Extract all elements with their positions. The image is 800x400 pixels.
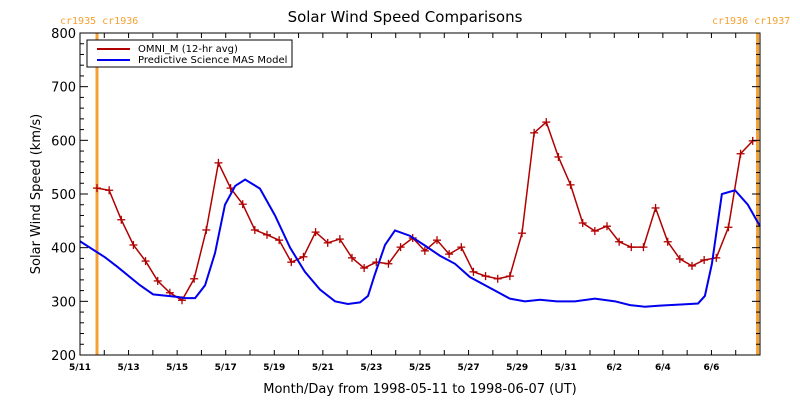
x-tick-label: 5/25 (409, 363, 431, 373)
data-point-omni (129, 240, 138, 249)
x-tick-label: 5/27 (458, 363, 480, 373)
y-tick-label: 600 (51, 134, 76, 149)
data-point-omni (117, 215, 126, 224)
data-point-omni (505, 272, 514, 281)
data-point-omni (530, 128, 539, 137)
data-point-omni (688, 261, 696, 270)
x-tick-label: 5/11 (69, 363, 91, 373)
data-point-omni (675, 254, 684, 263)
data-point-omni (736, 149, 745, 158)
x-tick-label: 5/29 (506, 363, 528, 373)
x-axis-label: Month/Day from 1998-05-11 to 1998-06-07 … (263, 382, 576, 397)
data-point-omni (627, 243, 636, 252)
data-point-omni (396, 243, 405, 252)
data-point-omni (360, 264, 369, 273)
x-tick-label: 6/6 (704, 363, 720, 373)
y-axis-label: Solar Wind Speed (km/s) (29, 114, 44, 274)
x-tick-label: 6/4 (655, 363, 671, 373)
x-tick-label: 5/19 (263, 363, 285, 373)
data-point-omni (384, 259, 393, 268)
data-point-omni (263, 230, 271, 239)
x-tick-label: 5/21 (312, 363, 334, 373)
data-point-omni (566, 180, 575, 189)
data-point-omni (590, 227, 599, 236)
carrington-label-left: cr1935 cr1936 (60, 16, 138, 27)
data-point-omni (700, 256, 709, 265)
data-point-omni (190, 274, 199, 283)
x-tick-label: 5/17 (215, 363, 237, 373)
data-point-omni (518, 229, 526, 238)
series-line-model (79, 178, 761, 308)
data-point-omni (457, 243, 466, 252)
y-tick-label: 700 (51, 81, 76, 96)
data-point-omni (493, 274, 502, 283)
legend-box (86, 39, 293, 68)
data-point-omni (153, 276, 162, 285)
data-point-omni (141, 257, 150, 266)
data-point-omni (433, 236, 441, 245)
data-point-omni (335, 235, 344, 244)
x-tick-label: 5/15 (166, 363, 188, 373)
y-tick-label: 400 (51, 242, 76, 257)
y-tick-label: 500 (51, 188, 76, 203)
data-point-omni (603, 222, 611, 231)
y-tick-label: 300 (51, 295, 76, 310)
x-tick-label: 6/2 (606, 363, 622, 373)
data-point-omni (348, 253, 356, 262)
y-tick-label: 800 (51, 27, 76, 42)
data-point-omni (299, 252, 308, 261)
data-point-omni (275, 236, 284, 245)
data-point-omni (287, 258, 296, 267)
data-point-omni (323, 238, 332, 247)
data-point-omni (748, 136, 757, 145)
data-point-omni (651, 203, 660, 212)
legend-label-omni: OMNI_M (12-hr avg) (138, 44, 238, 55)
x-tick-label: 5/23 (360, 363, 382, 373)
data-point-omni (202, 225, 211, 234)
y-tick-label: 200 (51, 349, 76, 364)
data-point-omni (311, 228, 320, 237)
data-point-omni (250, 225, 259, 234)
data-point-omni (214, 158, 223, 167)
legend: OMNI_M (12-hr avg) Predictive Science MA… (86, 39, 293, 68)
data-point-omni (481, 272, 490, 281)
data-point-omni (469, 267, 478, 276)
chart-title: Solar Wind Speed Comparisons (288, 8, 523, 26)
data-point-omni (105, 186, 114, 195)
data-point-omni (238, 200, 247, 209)
series-line-omni (96, 120, 754, 302)
data-point-omni (420, 246, 429, 255)
data-point-omni (554, 152, 563, 161)
carrington-label-right: cr1936 cr1937 (712, 16, 790, 27)
data-point-omni (639, 243, 648, 252)
data-point-omni (93, 184, 101, 193)
legend-label-model: Predictive Science MAS Model (138, 55, 287, 66)
x-tick-label: 5/31 (555, 363, 577, 373)
data-point-omni (445, 250, 454, 259)
data-point-omni (615, 237, 624, 246)
data-point-omni (542, 118, 551, 127)
data-point-omni (578, 218, 587, 227)
data-point-omni (724, 223, 733, 232)
data-point-omni (663, 237, 672, 246)
x-tick-label: 5/13 (118, 363, 140, 373)
